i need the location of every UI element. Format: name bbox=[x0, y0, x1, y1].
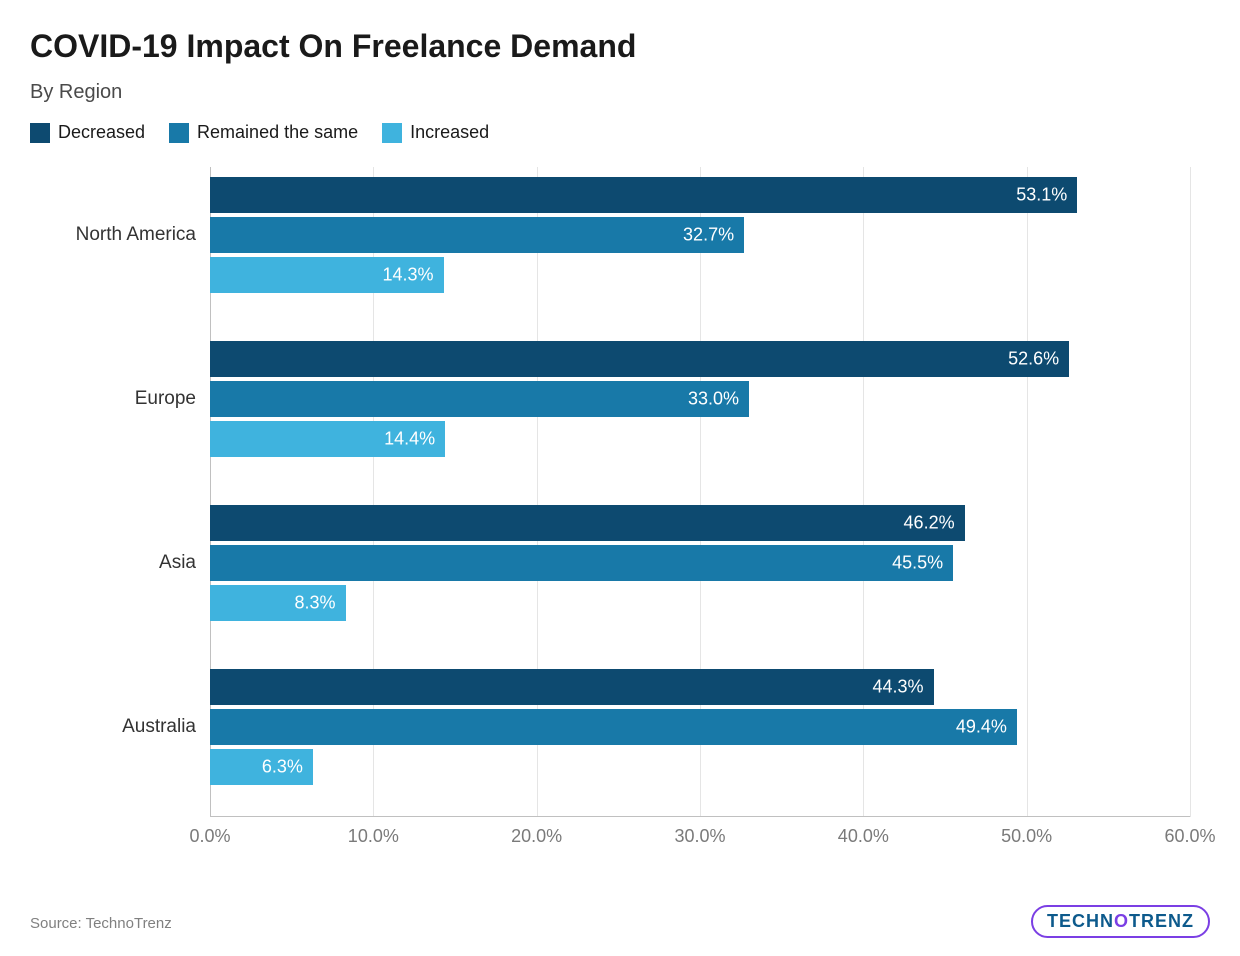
bar: 52.6% bbox=[210, 341, 1069, 377]
bar-value-label: 44.3% bbox=[873, 677, 924, 698]
bar: 14.3% bbox=[210, 257, 444, 293]
chart-area: 0.0%10.0%20.0%30.0%40.0%50.0%60.0%North … bbox=[30, 167, 1210, 867]
bar: 14.4% bbox=[210, 421, 445, 457]
legend-item: Decreased bbox=[30, 122, 145, 143]
legend-label: Decreased bbox=[58, 122, 145, 143]
legend-item: Remained the same bbox=[169, 122, 358, 143]
bar-value-label: 14.4% bbox=[384, 429, 435, 450]
grid-line bbox=[1027, 167, 1028, 817]
legend-label: Remained the same bbox=[197, 122, 358, 143]
plot-region: 0.0%10.0%20.0%30.0%40.0%50.0%60.0%North … bbox=[210, 167, 1190, 817]
bar: 33.0% bbox=[210, 381, 749, 417]
bar: 6.3% bbox=[210, 749, 313, 785]
bar-value-label: 14.3% bbox=[383, 265, 434, 286]
bar: 44.3% bbox=[210, 669, 934, 705]
x-tick-label: 40.0% bbox=[838, 826, 889, 847]
x-tick-label: 20.0% bbox=[511, 826, 562, 847]
legend-item: Increased bbox=[382, 122, 489, 143]
legend: Decreased Remained the same Increased bbox=[30, 122, 1210, 143]
category-label: Australia bbox=[122, 716, 196, 738]
legend-label: Increased bbox=[410, 122, 489, 143]
bar-value-label: 6.3% bbox=[262, 757, 303, 778]
bar-value-label: 8.3% bbox=[295, 593, 336, 614]
x-axis bbox=[210, 816, 1190, 817]
bar-value-label: 33.0% bbox=[688, 389, 739, 410]
logo-accent: O bbox=[1114, 911, 1129, 931]
bar: 32.7% bbox=[210, 217, 744, 253]
x-tick-label: 10.0% bbox=[348, 826, 399, 847]
grid-line bbox=[1190, 167, 1191, 817]
x-tick-label: 0.0% bbox=[189, 826, 230, 847]
bar-value-label: 32.7% bbox=[683, 225, 734, 246]
brand-logo: TECHNOTRENZ bbox=[1031, 905, 1210, 938]
chart-subtitle: By Region bbox=[30, 81, 1210, 104]
bar: 49.4% bbox=[210, 709, 1017, 745]
bar: 8.3% bbox=[210, 585, 346, 621]
bar-value-label: 52.6% bbox=[1008, 349, 1059, 370]
bar-value-label: 53.1% bbox=[1016, 185, 1067, 206]
legend-swatch bbox=[382, 123, 402, 143]
source-text: Source: TechnoTrenz bbox=[30, 915, 172, 932]
bar: 53.1% bbox=[210, 177, 1077, 213]
x-tick-label: 30.0% bbox=[674, 826, 725, 847]
category-label: North America bbox=[76, 224, 196, 246]
category-label: Asia bbox=[159, 552, 196, 574]
chart-title: COVID-19 Impact On Freelance Demand bbox=[30, 28, 1210, 65]
x-tick-label: 50.0% bbox=[1001, 826, 1052, 847]
bar-value-label: 49.4% bbox=[956, 717, 1007, 738]
logo-text-1: TECHN bbox=[1047, 911, 1114, 931]
bar-value-label: 46.2% bbox=[904, 513, 955, 534]
bar-value-label: 45.5% bbox=[892, 553, 943, 574]
x-tick-label: 60.0% bbox=[1164, 826, 1215, 847]
legend-swatch bbox=[30, 123, 50, 143]
legend-swatch bbox=[169, 123, 189, 143]
logo-text-2: TRENZ bbox=[1129, 911, 1194, 931]
bar: 46.2% bbox=[210, 505, 965, 541]
bar: 45.5% bbox=[210, 545, 953, 581]
category-label: Europe bbox=[135, 388, 196, 410]
